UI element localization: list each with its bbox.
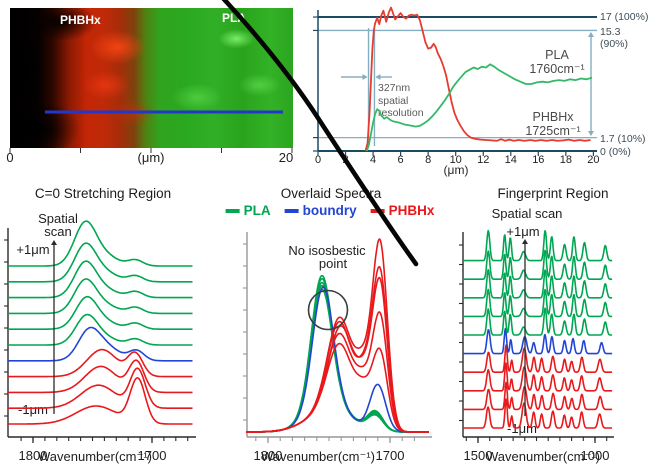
fp-curve-PHBHx-2 — [462, 362, 613, 392]
co-curve-PHBHx-1 — [7, 367, 193, 409]
resolution-line1: 327nm — [378, 82, 411, 94]
ref-label-90: 15.3 (90%) — [600, 26, 629, 50]
phbhx-name: PHBHx — [532, 110, 574, 124]
arrowhead — [375, 74, 381, 80]
fp-xtick-label: 1500 — [464, 448, 493, 463]
co-xlabel: Wavenumber(cm⁻¹) — [37, 449, 153, 464]
map-axis-max: 20 — [278, 150, 294, 165]
ov-note-line1: No isosbestic — [288, 243, 366, 258]
co-spatial-line1: Spatial — [38, 211, 78, 226]
legend-phbhx-label: PHBHx — [388, 203, 435, 218]
pla-wavenumber: 1760cm⁻¹ — [529, 62, 585, 76]
fp-xtick-label: 1000 — [581, 448, 610, 463]
fp-curve-boundry-4 — [462, 327, 613, 355]
legend-item-pla: PLA — [225, 203, 271, 218]
ref-label-10: 1.7 (10%) — [600, 133, 646, 145]
profile-xtick-label: 6 — [398, 154, 404, 166]
co-plus-label: +1μm — [16, 242, 50, 257]
fp-curve-PLA-7 — [462, 269, 613, 299]
legend-boundry-label: boundry — [302, 203, 357, 218]
profile-xtick-label: 20 — [587, 154, 599, 166]
co-curve-PLA-6 — [7, 295, 193, 330]
resolution-annotation: 327nm spatial resolution — [378, 82, 424, 120]
legend-item-boundry: boundry — [284, 203, 357, 218]
co-xtick-label: 1700 — [138, 448, 167, 463]
profile-xtick-label: 12 — [477, 154, 489, 166]
ov-curve-PLA-4 — [245, 274, 430, 433]
fp-curve-PHBHx-3 — [462, 344, 613, 373]
profile-series-PHBHx 1725cm⁻¹ — [364, 6, 591, 152]
co-curve-boundry-4 — [7, 326, 193, 362]
isosbestic-circle — [307, 289, 349, 331]
fp-minus-label: -1μm — [507, 421, 537, 436]
co-title: C=0 Stretching Region — [34, 186, 172, 201]
legend-pla-label: PLA — [243, 203, 271, 218]
co-curve-PHBHx-0 — [7, 377, 193, 425]
co-minus-label: -1μm — [18, 402, 48, 417]
profile-xtick-label: 16 — [532, 154, 544, 166]
co-curve-PHBHx-3 — [7, 348, 193, 378]
ov-xtick-label: 1700 — [376, 448, 405, 463]
profile-xtick-label: 14 — [505, 154, 517, 166]
ov-curve-PLA-3 — [245, 277, 430, 433]
fp-spatial-label: Spatial scan — [491, 206, 563, 221]
co-curve-PLA-5 — [7, 313, 193, 346]
ov-curve-boundry-5 — [245, 286, 430, 433]
resolution-line2: spatial — [378, 94, 409, 107]
profile-xlabel: (μm) — [443, 163, 469, 177]
ov-xtick-label: 1800 — [254, 448, 283, 463]
fp-curve-PLA-5 — [462, 307, 613, 336]
ov-curve-PLA-2 — [245, 281, 430, 433]
co-curve-PLA-7 — [7, 278, 193, 315]
ref-label-100: 17 (100%) — [600, 11, 649, 23]
profile-series-PLA 1760cm⁻¹ — [366, 63, 593, 152]
profile-pla-label: PLA 1760cm⁻¹ — [529, 48, 584, 76]
resolution-line3: resolution — [378, 107, 424, 119]
map-axis-unit: (μm) — [137, 150, 165, 165]
pla-swatch-icon — [225, 208, 240, 213]
fp-curve-PLA-8 — [462, 249, 613, 280]
fp-curve-PHBHx-1 — [462, 381, 613, 411]
co-curve-PLA-9 — [7, 242, 193, 283]
map-axis-min: 0 — [6, 150, 14, 165]
ref-label-0: 0 (0%) — [600, 146, 631, 158]
fp-curve-PLA-6 — [462, 288, 613, 318]
swoosh-annotation-curve — [221, 0, 419, 267]
co-xtick-label: 1800 — [19, 448, 48, 463]
fp-xlabel: Wavenumber(cm⁻¹) — [485, 449, 601, 464]
fp-plus-label: +1μm — [506, 224, 540, 239]
fp-curve-PHBHx-0 — [462, 398, 613, 429]
profile-phbhx-label: PHBHx 1725cm⁻¹ — [525, 110, 580, 138]
fluorescence-map-image — [10, 8, 293, 148]
ov-title: Overlaid Spectra — [280, 186, 382, 201]
profile-xtick-label: 8 — [425, 154, 431, 166]
ov-note-line2: point — [318, 256, 348, 271]
profile-xtick-label: 0 — [315, 154, 321, 166]
ov-curve-PHBHx-6 — [245, 342, 430, 433]
arrowhead — [51, 240, 57, 245]
co-curve-PLA-10 — [7, 220, 193, 267]
ov-curve-PHBHx-8 — [245, 276, 430, 433]
arrowhead — [588, 32, 594, 37]
phbhx-wavenumber: 1725cm⁻¹ — [525, 124, 581, 138]
ov-curve-PHBHx-10 — [245, 238, 430, 433]
profile-xtick-label: 10 — [450, 154, 462, 166]
co-curve-PLA-8 — [7, 260, 193, 299]
map-label-phbhx: PHBHx — [60, 13, 101, 27]
arrowhead — [588, 131, 594, 136]
ov-xlabel: Wavenumber(cm⁻¹) — [260, 449, 376, 464]
fp-curve-PLA-9 — [462, 229, 613, 262]
boundry-swatch-icon — [284, 208, 299, 213]
arrowhead — [362, 74, 368, 80]
pla-name: PLA — [545, 48, 569, 62]
arrowhead — [522, 239, 528, 244]
fp-title: Fingerprint Region — [497, 186, 609, 201]
co-curve-PHBHx-2 — [7, 359, 193, 394]
co-spatial-line2: scan — [44, 224, 72, 239]
ov-curve-PHBHx-9 — [245, 265, 430, 433]
profile-xtick-label: 4 — [370, 154, 376, 166]
profile-xtick-label: 18 — [560, 154, 572, 166]
